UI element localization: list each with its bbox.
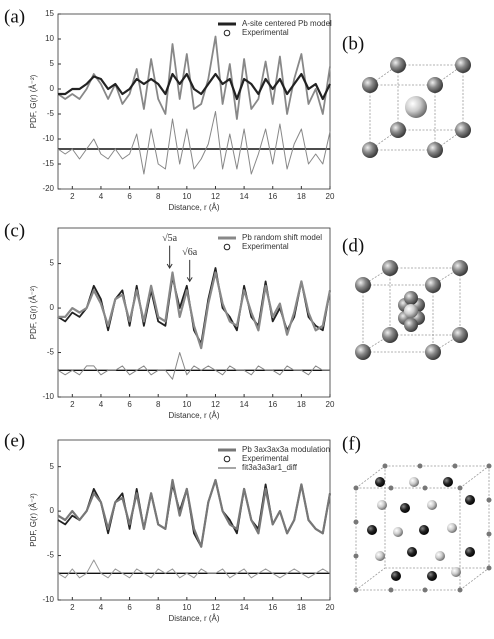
y-tick-label: 10: [45, 34, 54, 43]
plot-frame: [57, 13, 331, 190]
series-line: [57, 352, 330, 380]
panel-label: (d): [342, 235, 364, 256]
x-axis-title: Distance, r (Å): [168, 614, 219, 623]
y-axis-title: PDF, G(r) (Å⁻²): [29, 493, 38, 547]
series-line: [57, 479, 331, 548]
crystal-d: [355, 260, 468, 360]
x-tick-label: 20: [326, 603, 335, 612]
y-tick-label: 15: [45, 9, 54, 18]
y-tick-label: 5: [50, 462, 55, 471]
series-line: [58, 271, 332, 350]
panel-label: (a): [4, 6, 25, 27]
x-tick-label: 16: [268, 400, 277, 409]
x-tick-label: 14: [240, 400, 249, 409]
y-tick-label: 0: [50, 303, 55, 312]
y-tick-label: -15: [42, 159, 54, 168]
x-tick-label: 18: [297, 192, 306, 201]
arrow-head: [166, 263, 173, 269]
panel-label: (c): [4, 220, 25, 241]
y-axis-title: PDF, G(r) (Å⁻²): [29, 74, 38, 128]
x-tick-label: 18: [297, 400, 306, 409]
plot-frame: [57, 227, 331, 398]
legend-label: fit3a3a3ar1_diff: [242, 463, 298, 472]
y-tick-label: -5: [47, 551, 55, 560]
x-tick-label: 8: [156, 192, 161, 201]
x-tick-label: 4: [99, 603, 104, 612]
x-tick-label: 16: [268, 192, 277, 201]
series-line: [57, 559, 331, 579]
legend-label: Experimental: [242, 242, 289, 251]
legend-label: Pb 3ax3ax3a modulation: [242, 445, 330, 454]
x-tick-label: 12: [211, 192, 220, 201]
legend-label: Pb random shift model: [242, 233, 322, 242]
x-tick-label: 4: [99, 192, 104, 201]
x-tick-label: 10: [182, 603, 191, 612]
x-axis-title: Distance, r (Å): [168, 203, 219, 212]
y-tick-label: 0: [50, 84, 55, 93]
annotation: √6a: [182, 247, 197, 258]
series-line: [58, 72, 331, 101]
x-tick-label: 12: [211, 603, 220, 612]
legend-label: Experimental: [242, 28, 289, 37]
crystal-b: [362, 57, 471, 158]
panel-label: (e): [4, 430, 25, 451]
panel-label: (b): [342, 33, 364, 54]
x-tick-label: 6: [127, 400, 132, 409]
x-tick-label: 18: [297, 603, 306, 612]
x-tick-label: 8: [156, 603, 161, 612]
x-tick-label: 10: [182, 192, 191, 201]
x-tick-label: 8: [156, 400, 161, 409]
legend-label: Experimental: [242, 454, 289, 463]
x-tick-label: 6: [127, 192, 132, 201]
y-axis-title: PDF, G(r) (Å⁻²): [29, 285, 38, 339]
x-tick-label: 2: [70, 192, 75, 201]
legend-marker: [223, 29, 231, 37]
x-tick-label: 20: [326, 400, 335, 409]
y-tick-label: -20: [42, 184, 54, 193]
annotation: √5a: [162, 233, 177, 244]
y-tick-label: 5: [50, 59, 55, 68]
y-tick-label: -10: [42, 595, 54, 604]
x-axis-title: Distance, r (Å): [168, 411, 219, 420]
x-tick-label: 20: [326, 192, 335, 201]
legend-marker: [223, 243, 231, 251]
series-line: [57, 267, 331, 345]
y-tick-label: -10: [42, 134, 54, 143]
series-line: [57, 111, 331, 175]
x-tick-label: 10: [182, 400, 191, 409]
x-tick-label: 12: [211, 400, 220, 409]
x-tick-label: 6: [127, 603, 132, 612]
y-tick-label: -5: [47, 109, 55, 118]
y-tick-label: 0: [50, 506, 55, 515]
x-tick-label: 2: [70, 400, 75, 409]
series-line: [57, 478, 332, 548]
x-tick-label: 16: [268, 603, 277, 612]
crystal-f: [353, 463, 492, 593]
series-line: [57, 35, 331, 120]
y-tick-label: -5: [47, 348, 55, 357]
x-tick-label: 2: [70, 603, 75, 612]
panel-label: (f): [342, 433, 361, 454]
legend-label: A-site centered Pb model: [242, 19, 332, 28]
y-tick-label: -10: [42, 392, 54, 401]
legend-marker: [223, 455, 231, 463]
x-tick-label: 14: [240, 192, 249, 201]
arrow-head: [186, 277, 193, 283]
y-tick-label: 5: [50, 259, 55, 268]
x-tick-label: 14: [240, 603, 249, 612]
x-tick-label: 4: [99, 400, 104, 409]
